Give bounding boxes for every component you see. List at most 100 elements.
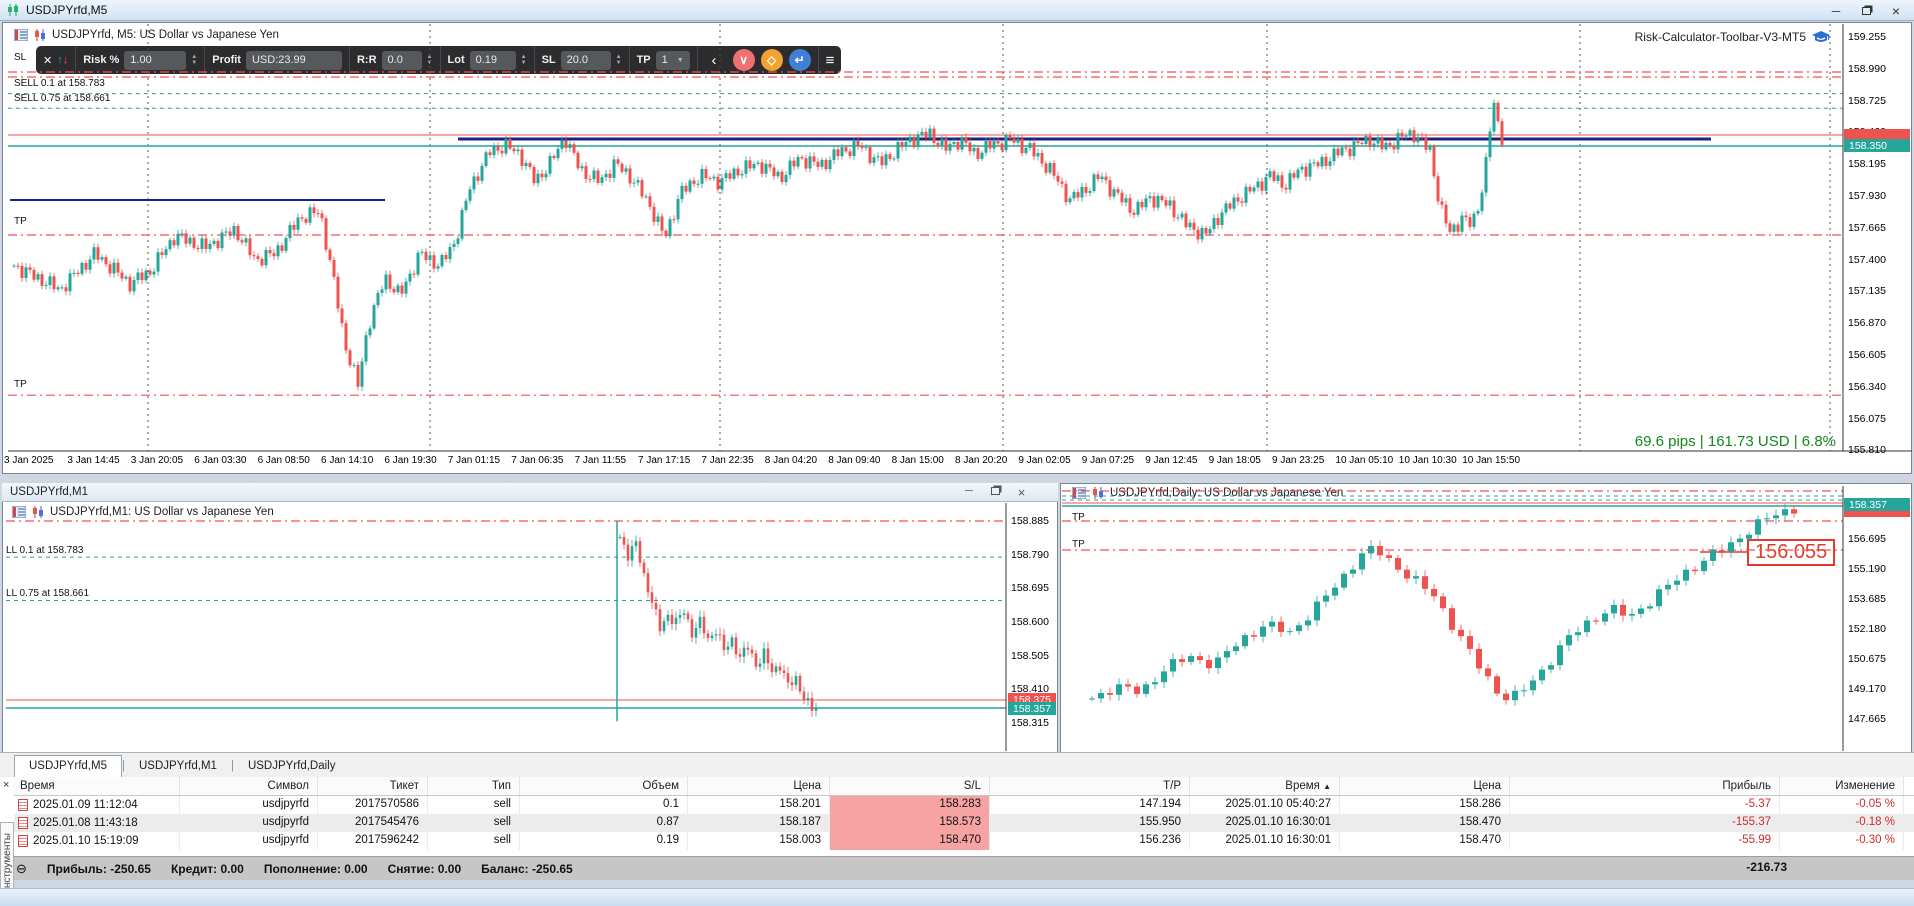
- collapse-circle-icon[interactable]: ⊖: [16, 860, 27, 876]
- quotes-icon: [14, 29, 28, 41]
- cell: 2025.01.10 05:40:27: [1190, 796, 1340, 814]
- tab-usdjpyrfd-m1[interactable]: USDJPYrfd,M1: [138, 760, 217, 772]
- cell: sell: [428, 796, 520, 814]
- time-tick: 3 Jan 20:05: [130, 455, 184, 466]
- m5-ask-badge: [1844, 129, 1910, 140]
- price-tick: 158.885: [1011, 515, 1049, 527]
- cell: 2025.01.10 16:30:01: [1190, 832, 1340, 850]
- time-tick: 9 Jan 12:45: [1145, 455, 1198, 466]
- history-row[interactable]: 2025.01.09 11:12:04 usdjpyrfd 2017570586 se…: [14, 796, 1914, 814]
- risk-input[interactable]: 1.00: [124, 50, 187, 70]
- col-header[interactable]: Прибыль: [1510, 777, 1780, 795]
- chart-window-m1[interactable]: [2, 483, 1058, 754]
- cell-time: 2025.01.09 11:12:04: [14, 796, 180, 814]
- price-tick: 149.170: [1848, 683, 1886, 695]
- m1-sell2-label: LL 0.75 at 158.661: [6, 588, 90, 599]
- price-tick: 159.255: [1848, 31, 1886, 43]
- m5-symbol-label: USDJPYrfd, M5: US Dollar vs Japanese Yen: [52, 29, 279, 41]
- history-table-header: Время Символ Тикет Тип Объем Цена S/L T/P Время …: [14, 777, 1914, 796]
- account-status-bar: ⊖ Прибыль: -250.65 Кредит: 0.00 Пополнение…: [0, 856, 1914, 880]
- cell: -5.37: [1510, 796, 1780, 814]
- m1-close-icon[interactable]: ×: [1017, 485, 1026, 500]
- cell: 156.236: [990, 832, 1190, 850]
- sell-button[interactable]: ∨: [732, 49, 755, 71]
- m1-window-titlebar[interactable]: USDJPYrfd,M1: [2, 483, 1058, 502]
- col-header[interactable]: S/L: [830, 777, 990, 795]
- daily-price-box[interactable]: 156.055: [1747, 539, 1836, 566]
- sl-input[interactable]: 20.0: [560, 50, 611, 70]
- tp-select[interactable]: 1 ▼: [655, 50, 690, 70]
- status-item: Кредит: 0.00: [170, 861, 244, 876]
- col-header[interactable]: Цена: [688, 777, 830, 795]
- updown-arrows-icon[interactable]: ↑↓: [57, 54, 69, 66]
- time-tick: 8 Jan 15:00: [891, 455, 944, 466]
- lot-input[interactable]: 0.19: [469, 50, 516, 70]
- breakeven-button[interactable]: ◇: [760, 49, 783, 71]
- cell: 158.187: [688, 814, 830, 832]
- col-header[interactable]: Время ▲: [1190, 777, 1340, 795]
- m5-price-badge: 158.350: [1844, 139, 1910, 152]
- col-header[interactable]: Символ: [180, 777, 318, 795]
- horizontal-scrollbar[interactable]: [0, 888, 1914, 906]
- m1-minimize-icon[interactable]: ─: [965, 485, 973, 497]
- cell: 158.283: [830, 796, 990, 814]
- m5-sell2-label: SELL 0.75 at 158.661: [14, 93, 111, 104]
- lot-stepper[interactable]: ▲ ▼: [520, 54, 527, 66]
- menu-icon[interactable]: ≡: [825, 51, 835, 69]
- toolbar-close-icon[interactable]: ✕: [43, 54, 53, 67]
- minimize-icon[interactable]: ─: [1831, 3, 1841, 18]
- m1-restore-icon[interactable]: [990, 485, 1000, 500]
- graduation-cap-icon: [1812, 30, 1830, 42]
- profit-input[interactable]: USD:23.99: [245, 50, 342, 70]
- price-tick: 147.665: [1848, 713, 1886, 725]
- cell: -55.99: [1510, 832, 1780, 850]
- tab-usdjpyrfd-m5[interactable]: USDJPYrfd,M5: [14, 755, 122, 777]
- toolbox-close-icon[interactable]: ×: [3, 779, 10, 791]
- cell: -0.05 %: [1780, 796, 1904, 814]
- daily-tp2-label: TP: [1072, 539, 1085, 550]
- cell: 158.470: [1340, 832, 1510, 850]
- chart-window-daily[interactable]: [1060, 483, 1912, 754]
- price-tick: 158.725: [1848, 95, 1886, 107]
- chart-window-m5[interactable]: [2, 22, 1912, 474]
- cell: -0.30 %: [1780, 832, 1904, 850]
- history-row[interactable]: 2025.01.10 15:19:09 usdjpyrfd 2017596242 se…: [14, 832, 1914, 850]
- time-tick: 3 Jan 14:45: [67, 455, 120, 466]
- close-icon[interactable]: ×: [1891, 2, 1901, 19]
- col-header[interactable]: Объем: [520, 777, 688, 795]
- quotes-icon: [1072, 487, 1086, 499]
- execute-button[interactable]: ↵: [788, 49, 811, 71]
- time-tick: 9 Jan 18:05: [1208, 455, 1261, 466]
- cell: 158.201: [688, 796, 830, 814]
- col-header[interactable]: Тип: [428, 777, 520, 795]
- time-tick: 10 Jan 15:50: [1462, 455, 1521, 466]
- cell: 158.470: [830, 832, 990, 850]
- restore-icon[interactable]: [1858, 4, 1874, 18]
- col-header[interactable]: Цена: [1340, 777, 1510, 795]
- col-header[interactable]: Тикет: [318, 777, 428, 795]
- rr-stepper[interactable]: ▲ ▼: [426, 54, 433, 66]
- time-tick: 7 Jan 22:35: [701, 455, 754, 466]
- deal-icon: [18, 835, 28, 847]
- col-header[interactable]: T/P: [990, 777, 1190, 795]
- cell: 2017545476: [318, 814, 428, 832]
- col-header[interactable]: Время: [14, 777, 180, 795]
- cell-time: 2025.01.08 11:43:18: [14, 814, 180, 832]
- status-item: Снятие: 0.00: [387, 861, 462, 876]
- window-titlebar: USDJPYrfd,M5 ─ ×: [0, 0, 1914, 21]
- sl-stepper[interactable]: ▲ ▼: [615, 54, 622, 66]
- price-tick: 156.340: [1848, 381, 1886, 393]
- risk-stepper[interactable]: ▲ ▼: [191, 54, 198, 66]
- rr-input[interactable]: 0.0: [381, 50, 422, 70]
- toolbar-collapse-button[interactable]: ‹: [700, 46, 728, 74]
- col-header[interactable]: Изменение: [1780, 777, 1904, 795]
- cell-time: 2025.01.10 15:19:09: [14, 832, 180, 850]
- cell: 2025.01.10 16:30:01: [1190, 814, 1340, 832]
- history-row[interactable]: 2025.01.08 11:43:18 usdjpyrfd 2017545476 se…: [14, 814, 1914, 832]
- candle-chart-icon: [33, 506, 43, 518]
- tab-usdjpyrfd-daily[interactable]: USDJPYrfd,Daily: [247, 760, 336, 772]
- chart-window-icon: [8, 4, 18, 16]
- history-table: Время Символ Тикет Тип Объем Цена S/L T/P Время …: [0, 777, 1914, 856]
- cell: 158.003: [688, 832, 830, 850]
- cell: -155.37: [1510, 814, 1780, 832]
